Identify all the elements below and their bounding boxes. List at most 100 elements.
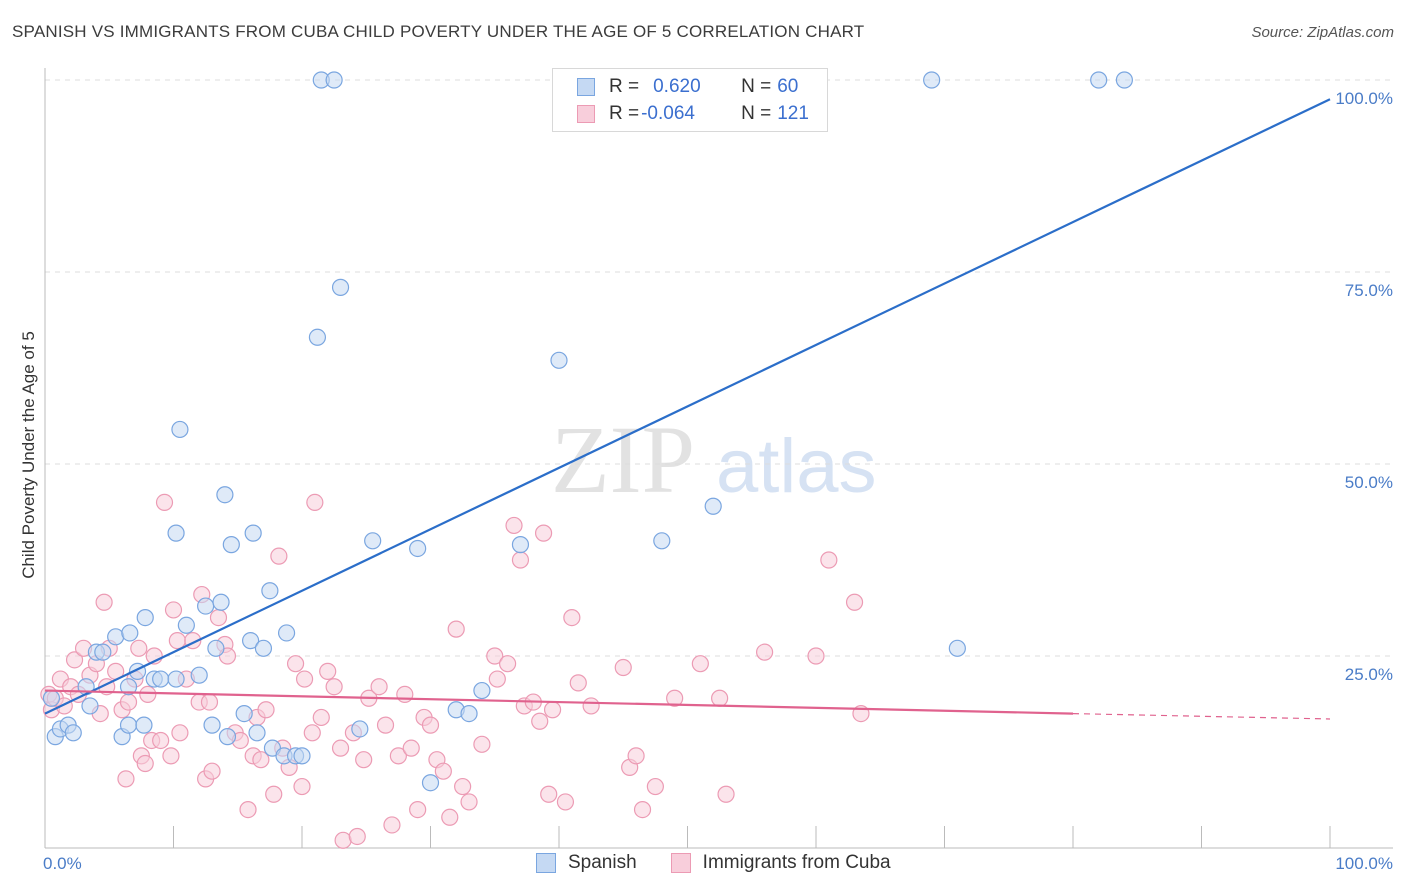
point-spanish xyxy=(121,624,139,642)
x-tick-label: 100.0% xyxy=(1335,854,1393,873)
point-cuba xyxy=(691,655,709,673)
point-cuba xyxy=(556,793,575,811)
legend-item-spanish: Spanish xyxy=(536,852,637,874)
point-spanish xyxy=(704,497,722,515)
point-spanish xyxy=(64,724,82,742)
point-spanish xyxy=(135,716,153,734)
point-cuba xyxy=(117,770,135,788)
point-cuba xyxy=(755,643,774,661)
chart-title: SPANISH VS IMMIGRANTS FROM CUBA CHILD PO… xyxy=(12,22,865,41)
point-cuba xyxy=(454,777,472,796)
point-cuba xyxy=(130,639,148,657)
point-spanish xyxy=(152,670,170,688)
point-cuba xyxy=(646,777,664,796)
point-cuba xyxy=(434,762,452,780)
point-spanish xyxy=(119,678,138,696)
legend-r-value: 0.620 xyxy=(653,76,701,97)
y-axis-label: Child Poverty Under the Age of 5 xyxy=(19,331,38,579)
trend-lines xyxy=(44,98,1331,720)
point-cuba xyxy=(303,724,321,742)
source-label: Source: ZipAtlas.com xyxy=(1251,24,1394,41)
point-spanish xyxy=(244,524,262,542)
point-cuba xyxy=(627,747,645,765)
watermark-atlas: atlas xyxy=(716,424,877,509)
point-cuba xyxy=(334,831,352,849)
x-tick-label: 0.0% xyxy=(43,854,82,873)
point-cuba xyxy=(348,827,366,846)
point-cuba xyxy=(257,701,275,719)
point-cuba xyxy=(531,712,549,730)
point-cuba xyxy=(540,785,558,803)
legend-r-label: R = xyxy=(609,76,640,97)
watermark-zip: ZIP xyxy=(551,406,695,513)
point-spanish xyxy=(42,689,61,707)
point-spanish xyxy=(421,774,440,792)
point-spanish xyxy=(235,704,253,723)
point-cuba xyxy=(171,724,189,742)
point-cuba xyxy=(306,493,324,511)
point-cuba xyxy=(845,593,864,611)
y-tick-label: 25.0% xyxy=(1345,665,1393,684)
point-spanish xyxy=(136,608,154,627)
point-spanish xyxy=(167,524,185,542)
legend-swatch-cuba xyxy=(577,105,595,123)
point-cuba xyxy=(355,751,373,769)
legend-label-cuba: Immigrants from Cuba xyxy=(702,852,891,873)
point-cuba xyxy=(152,731,170,750)
point-cuba xyxy=(717,785,735,803)
point-spanish xyxy=(653,532,671,550)
point-spanish xyxy=(331,278,350,296)
trend-line-spanish xyxy=(44,98,1331,715)
point-cuba xyxy=(270,547,288,565)
point-cuba xyxy=(295,670,314,688)
trend-line-cuba-extension xyxy=(1072,713,1331,720)
point-spanish xyxy=(216,486,234,504)
point-spanish xyxy=(293,747,311,765)
point-cuba xyxy=(820,551,838,569)
point-spanish xyxy=(177,616,195,634)
point-cuba xyxy=(666,689,684,707)
point-cuba xyxy=(543,701,562,719)
point-spanish xyxy=(212,593,230,611)
point-cuba xyxy=(370,678,388,696)
point-cuba xyxy=(325,678,343,696)
point-spanish xyxy=(222,536,240,554)
point-cuba xyxy=(119,693,138,711)
point-spanish xyxy=(81,697,99,715)
legend-row-cuba: R = -0.064 N = 121 xyxy=(577,101,809,127)
y-tick-label: 100.0% xyxy=(1335,89,1393,108)
point-spanish xyxy=(550,351,568,369)
point-cuba xyxy=(168,632,186,650)
point-cuba xyxy=(409,800,427,819)
point-cuba xyxy=(569,674,587,692)
point-cuba xyxy=(155,493,174,511)
point-cuba xyxy=(447,620,465,638)
point-cuba xyxy=(331,739,350,757)
point-spanish xyxy=(203,716,221,734)
trend-line-cuba xyxy=(44,689,1074,715)
point-spanish xyxy=(460,704,478,723)
legend-r-label: R = xyxy=(609,103,640,124)
point-cuba xyxy=(499,655,517,673)
point-spanish xyxy=(248,724,266,742)
point-spanish xyxy=(473,681,491,700)
legend-swatch-spanish xyxy=(577,78,595,96)
y-tick-label: 75.0% xyxy=(1345,281,1393,300)
series-legend: Spanish Immigrants from Cuba xyxy=(536,852,925,874)
point-cuba xyxy=(319,662,337,680)
point-cuba xyxy=(164,601,183,619)
point-spanish xyxy=(254,639,273,657)
point-cuba xyxy=(252,751,270,769)
point-cuba xyxy=(633,800,652,819)
series-immigrants-from-cuba xyxy=(40,493,870,849)
point-spanish xyxy=(364,532,382,550)
axes xyxy=(44,68,1393,849)
point-cuba xyxy=(486,647,504,665)
point-spanish xyxy=(277,624,296,642)
point-spanish xyxy=(261,582,279,600)
point-cuba xyxy=(383,816,401,834)
legend-n-value: 60 xyxy=(777,76,799,97)
point-spanish xyxy=(218,728,237,746)
point-cuba xyxy=(505,516,523,535)
